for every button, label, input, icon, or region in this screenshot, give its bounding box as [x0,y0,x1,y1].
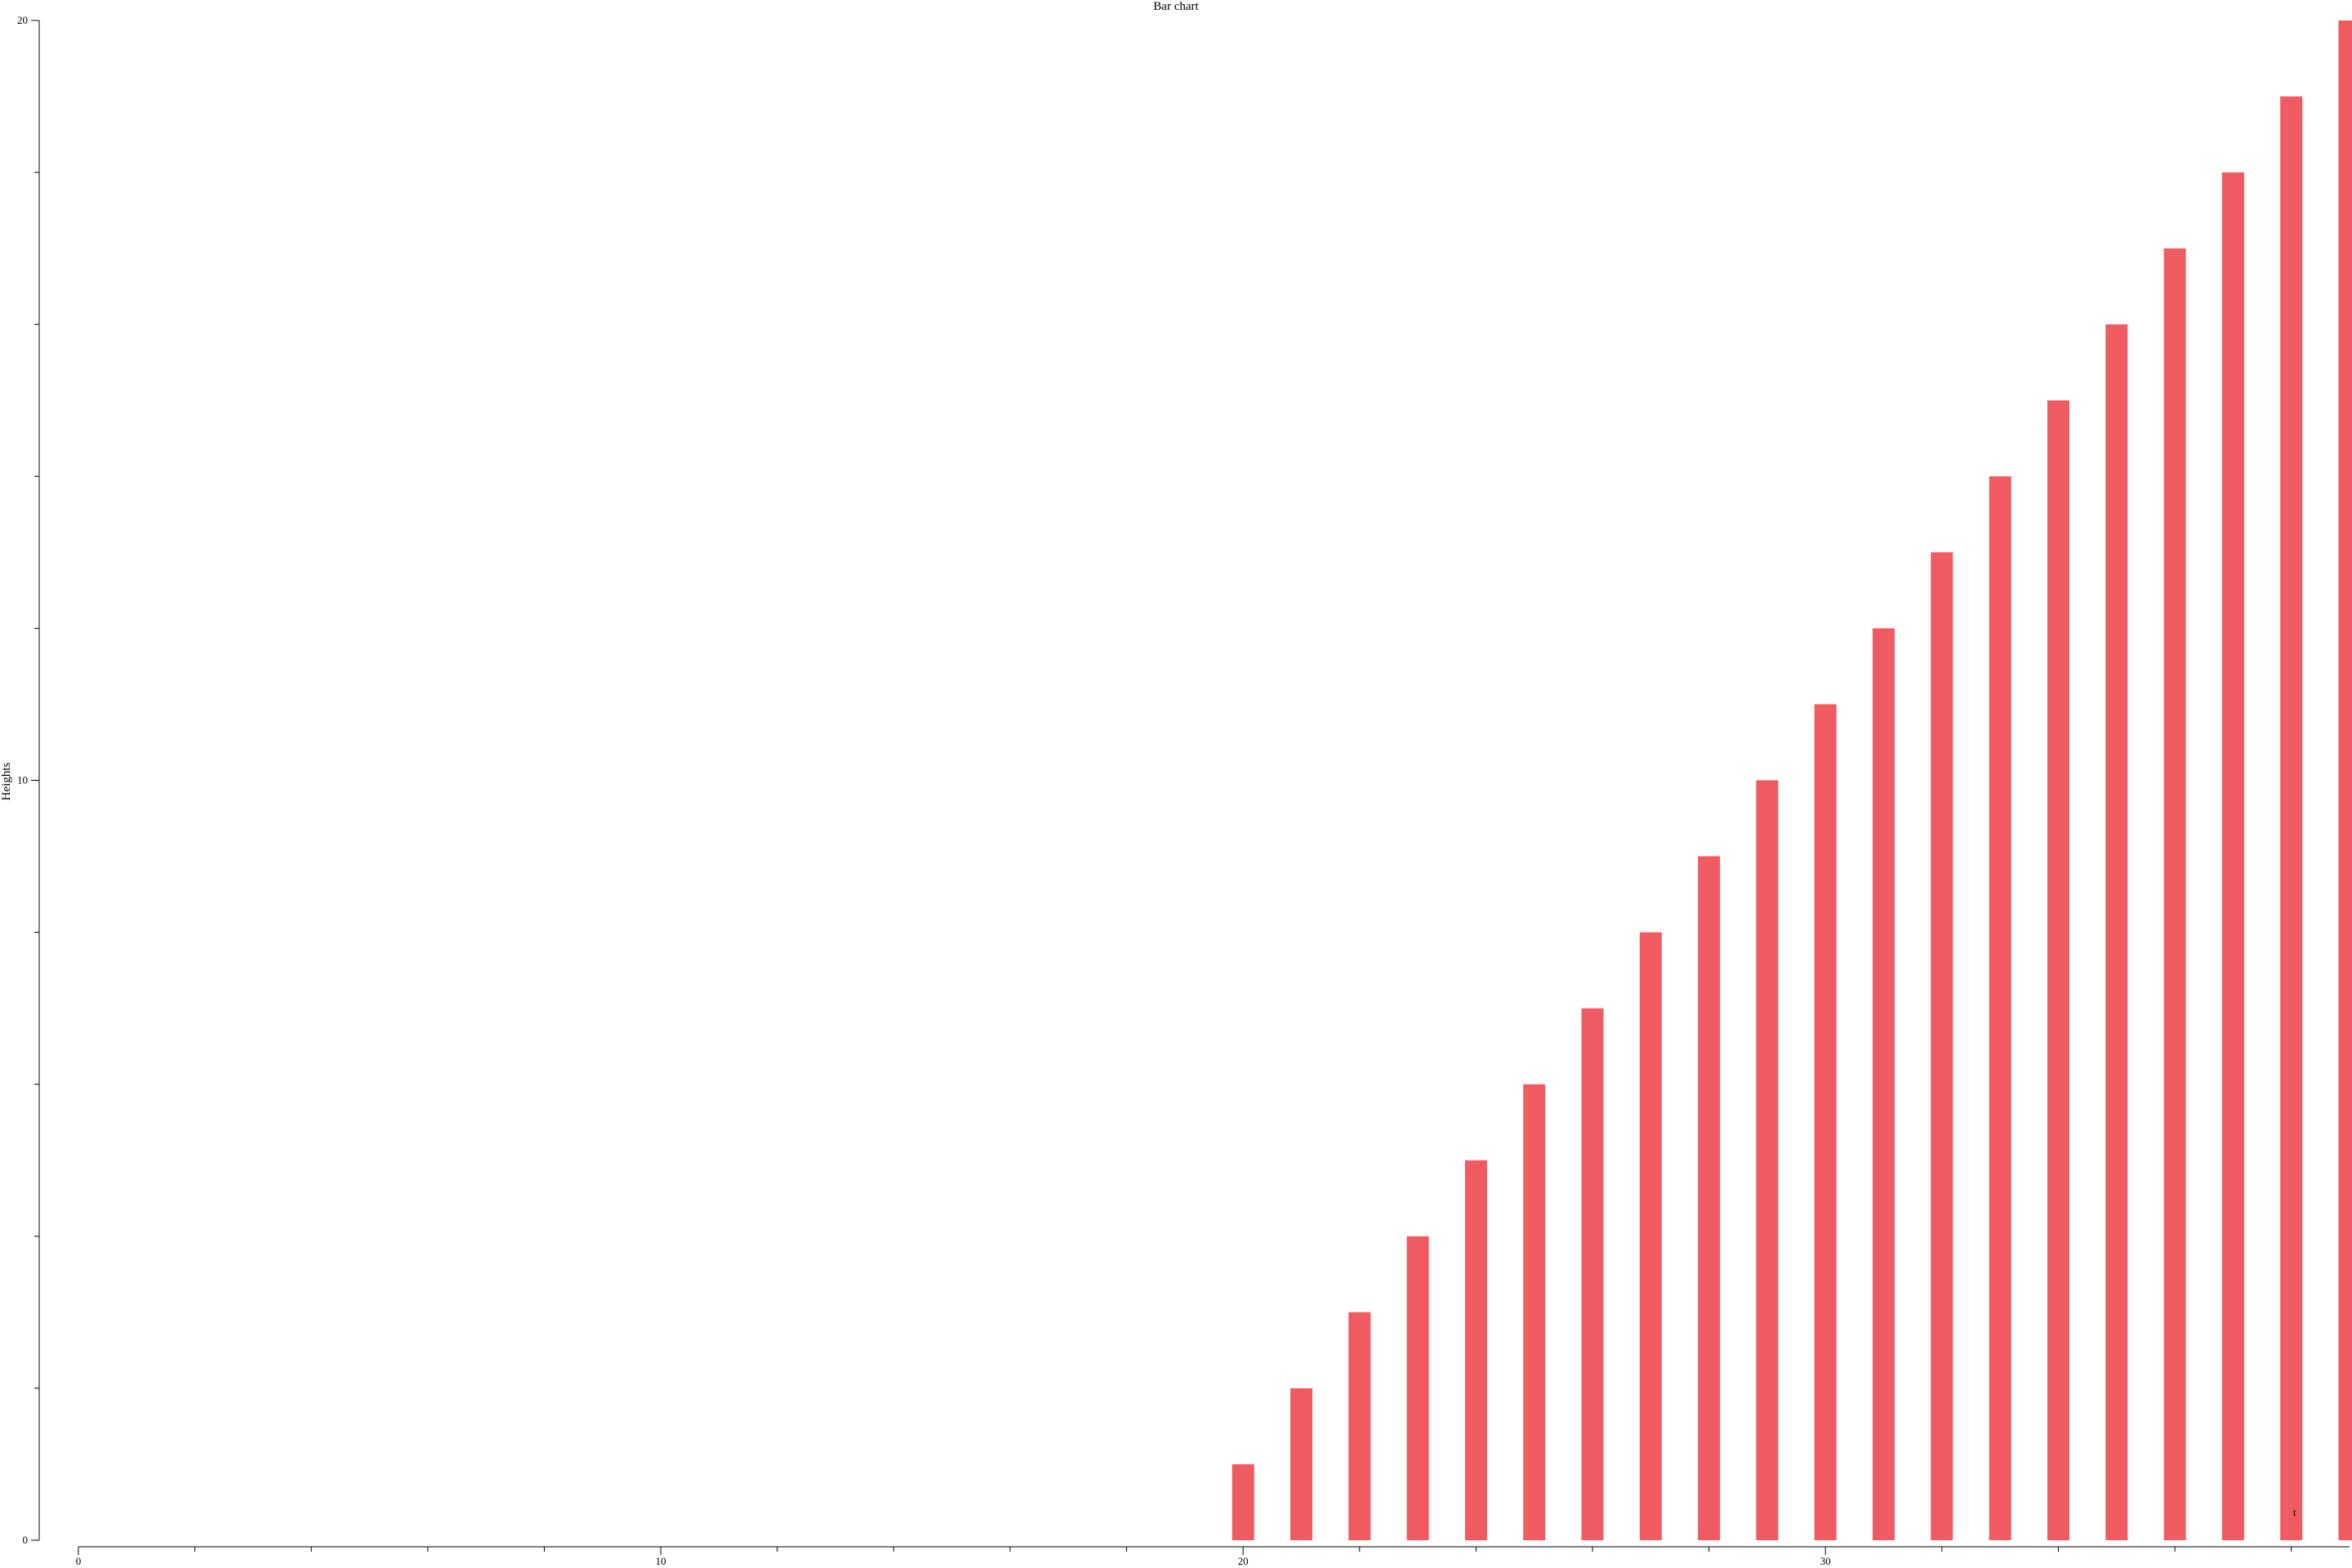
bar [1756,780,1779,1540]
x-tick-label: 30 [1820,1555,1831,1567]
bar [1931,552,1953,1540]
bar [1232,1464,1254,1540]
bar [1406,1236,1429,1540]
bar [2338,20,2352,1540]
bar [2280,96,2303,1541]
bar [1873,628,1895,1540]
y-axis-label: Heights [0,763,13,801]
legend-label: t [2293,1506,2296,1518]
bar [2105,324,2128,1541]
bar [1581,1008,1604,1540]
legend-swatch [2342,1386,2352,1540]
bar [1989,476,2011,1540]
bar [1698,856,1721,1540]
y-tick-label: 10 [17,774,28,786]
x-tick-label: 10 [656,1555,666,1567]
y-tick-label: 0 [23,1534,29,1546]
bar [2221,172,2244,1541]
chart-title: Bar chart [1153,0,1199,13]
x-tick-label: 20 [1238,1555,1249,1567]
axes-group: 0 10 20 0 10 20 30 [17,14,2350,1567]
y-tick-label: 20 [17,14,28,26]
bar [2163,248,2186,1541]
x-tick-label: 0 [76,1555,82,1567]
bar [1814,704,1837,1540]
bar [1639,932,1662,1540]
bars-group [1232,20,2352,1541]
bar [1464,1160,1487,1541]
legend: t [2293,1386,2352,1540]
bar [1290,1388,1312,1540]
bar [2047,400,2069,1541]
bar [1348,1312,1371,1540]
bar [1523,1084,1546,1540]
